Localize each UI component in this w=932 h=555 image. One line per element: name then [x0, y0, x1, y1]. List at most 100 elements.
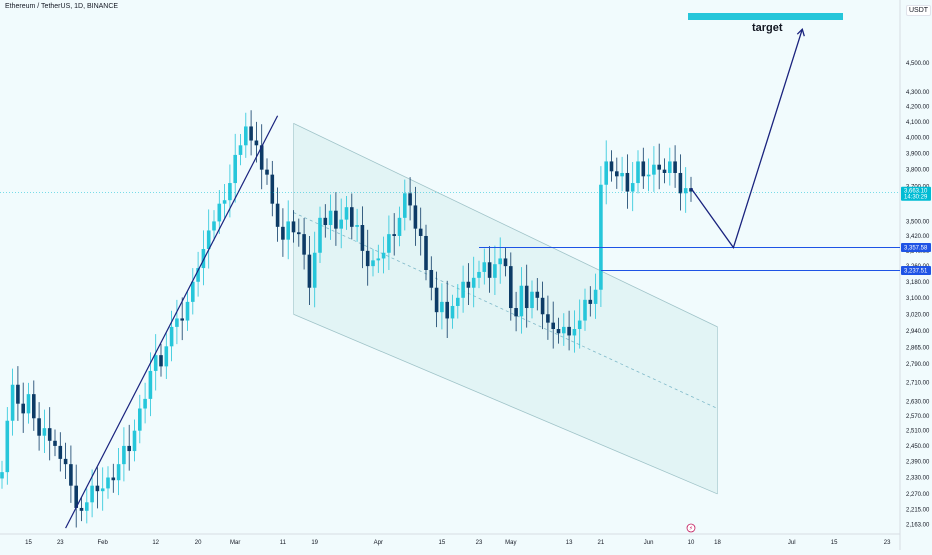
- candle: [334, 192, 338, 246]
- candle-body: [540, 297, 545, 315]
- y-tick-label: 2,330.00: [906, 476, 930, 482]
- candle-body: [371, 260, 375, 267]
- candle: [689, 176, 693, 202]
- candle-body: [312, 252, 317, 288]
- candle-body: [169, 326, 174, 347]
- candle-body: [381, 252, 386, 259]
- candle: [673, 145, 677, 188]
- channel-lower-line: [293, 313, 718, 495]
- y-tick-label: 4,200.00: [906, 105, 930, 111]
- candle-body: [493, 264, 497, 278]
- candle: [37, 402, 41, 451]
- currency-badge[interactable]: USDT: [906, 5, 932, 16]
- x-tick-label: May: [505, 540, 516, 546]
- candle-body: [408, 193, 412, 206]
- price-axis[interactable]: 4,500.00 4,300.00 4,200.00 4,100.00 4,000.00…: [906, 61, 930, 528]
- candle: [514, 291, 518, 332]
- candle: [583, 288, 587, 331]
- y-tick-label: 3,500.00: [906, 219, 930, 225]
- y-tick-label: 4,300.00: [906, 90, 930, 96]
- candle: [519, 267, 524, 334]
- candle: [312, 231, 317, 308]
- candle-body: [636, 161, 640, 184]
- candle: [503, 247, 508, 277]
- candle: [180, 297, 184, 341]
- candle: [79, 496, 84, 522]
- candle-body: [185, 301, 190, 321]
- candle: [615, 157, 619, 189]
- candle: [461, 265, 465, 313]
- x-tick-label: 18: [714, 540, 721, 546]
- candle-body: [16, 384, 20, 404]
- candle-body: [498, 258, 502, 265]
- candle: [297, 218, 301, 247]
- x-tick-label: 12: [152, 540, 159, 546]
- y-tick-label: 4,000.00: [906, 135, 930, 141]
- candle: [625, 154, 630, 209]
- y-tick-label: 2,215.00: [906, 507, 930, 513]
- candle: [10, 368, 15, 436]
- candle: [291, 210, 296, 243]
- candle-body: [350, 207, 354, 227]
- y-tick-label: 4,100.00: [906, 120, 930, 126]
- candle-body: [413, 205, 418, 229]
- candle-body: [387, 234, 391, 253]
- candle-body: [281, 226, 285, 240]
- y-tick-label: 4,500.00: [906, 61, 930, 67]
- x-tick-label: 19: [311, 540, 318, 546]
- y-tick-label: 2,450.00: [906, 444, 930, 450]
- candle-body: [307, 254, 312, 288]
- candle-body: [625, 172, 630, 192]
- candle: [53, 429, 57, 457]
- candle-body: [42, 428, 47, 436]
- candle: [493, 245, 497, 296]
- candle-body: [153, 355, 158, 371]
- x-tick-label: 20: [195, 540, 202, 546]
- candle: [355, 208, 359, 242]
- candle-body: [689, 188, 693, 192]
- candle: [424, 224, 428, 281]
- candle-body: [440, 301, 444, 313]
- candle: [132, 419, 137, 462]
- candle: [318, 206, 322, 264]
- candle: [217, 189, 222, 235]
- candle-body: [445, 301, 449, 319]
- candle: [482, 248, 487, 285]
- candle: [371, 249, 375, 277]
- candle-body: [37, 418, 41, 436]
- candle: [551, 301, 555, 349]
- candle: [191, 268, 195, 315]
- candle: [153, 334, 158, 391]
- candle-body: [85, 502, 89, 511]
- candle-body: [5, 420, 10, 473]
- candle-body: [201, 248, 206, 269]
- candle: [546, 295, 550, 340]
- candle-body: [360, 225, 365, 251]
- candle-body: [74, 485, 78, 508]
- candle: [429, 256, 434, 301]
- candle-body: [132, 430, 137, 452]
- candle-body: [32, 394, 36, 419]
- y-tick-label: 2,570.00: [906, 414, 930, 420]
- candle: [32, 380, 36, 431]
- candle: [387, 215, 391, 270]
- candle-body: [546, 314, 550, 323]
- x-tick-label: 23: [884, 540, 891, 546]
- candle-body: [652, 164, 656, 175]
- drawings[interactable]: [0, 13, 900, 529]
- candle-body: [429, 269, 434, 288]
- candle: [159, 343, 163, 377]
- candle: [535, 278, 540, 311]
- candle-body: [355, 225, 359, 227]
- candle: [74, 464, 78, 528]
- candle-body: [111, 477, 116, 481]
- y-tick-label: 2,510.00: [906, 429, 930, 435]
- candle: [657, 143, 661, 190]
- candle-body: [641, 161, 646, 177]
- candle: [175, 299, 179, 345]
- time-axis[interactable]: 15 23 Feb 12 20 Mar 11 19 Apr 15 23 May 13 21 Jun 10 18 J…: [25, 523, 891, 546]
- y-tick-label: 3,180.00: [906, 280, 930, 286]
- candle-body: [334, 210, 338, 229]
